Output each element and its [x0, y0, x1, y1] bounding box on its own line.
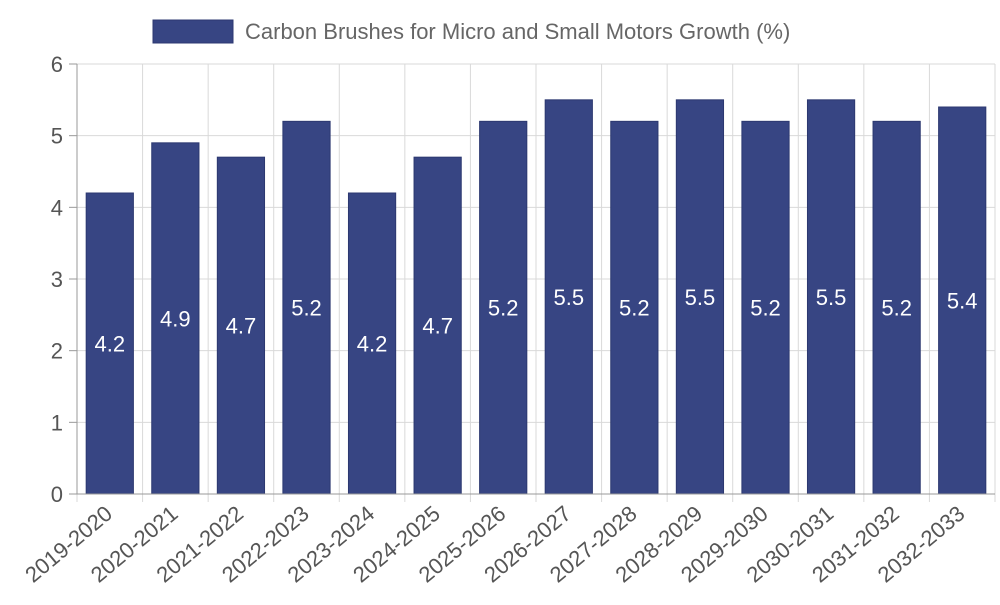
data-label: 5.2	[488, 296, 519, 321]
bar[interactable]	[675, 99, 725, 495]
data-labels: 4.2 4.9 4.7 5.2 4.2 4.7 5.2 5.5 5.2 5.5 5.2 5.5 5.2 5…	[94, 285, 977, 357]
y-tick-label: 0	[51, 482, 63, 507]
legend-label[interactable]: Carbon Brushes for Micro and Small Motor…	[245, 19, 790, 44]
grid-lines	[76, 63, 996, 502]
bars	[85, 99, 987, 495]
data-label: 4.2	[357, 332, 388, 357]
y-tick-label: 4	[51, 195, 63, 220]
data-label: 4.7	[226, 314, 257, 339]
data-label: 5.2	[291, 296, 322, 321]
data-label: 4.9	[160, 306, 191, 331]
bar[interactable]	[413, 156, 462, 495]
bar[interactable]	[282, 120, 331, 495]
data-label: 5.4	[947, 289, 978, 314]
bar[interactable]	[806, 99, 856, 495]
legend[interactable]: Carbon Brushes for Micro and Small Motor…	[152, 19, 790, 44]
data-label: 5.2	[750, 296, 781, 321]
data-label: 5.5	[685, 285, 716, 310]
data-label: 4.2	[94, 332, 125, 357]
bar[interactable]	[938, 106, 987, 495]
x-tick-labels: 2019-20202020-20212021-20222022-20232023…	[20, 501, 969, 588]
bar[interactable]	[610, 120, 659, 495]
y-tick-label: 2	[51, 339, 63, 364]
bar[interactable]	[872, 120, 921, 495]
bar[interactable]	[479, 120, 528, 495]
y-tick-label: 5	[51, 124, 63, 149]
data-label: 4.7	[422, 314, 453, 339]
data-label: 5.2	[619, 296, 650, 321]
data-label: 5.5	[553, 285, 584, 310]
y-tick-label: 6	[51, 52, 63, 77]
y-tick-label: 1	[51, 410, 63, 435]
y-tick-labels: 0 1 2 3 4 5 6	[51, 52, 63, 507]
y-tick-label: 3	[51, 267, 63, 292]
bar[interactable]	[347, 192, 397, 495]
data-label: 5.2	[881, 296, 912, 321]
legend-swatch[interactable]	[152, 19, 234, 44]
data-label: 5.5	[816, 285, 847, 310]
bar[interactable]	[216, 156, 266, 495]
axes	[69, 63, 995, 495]
bar[interactable]	[544, 99, 593, 495]
bar[interactable]	[741, 120, 790, 495]
